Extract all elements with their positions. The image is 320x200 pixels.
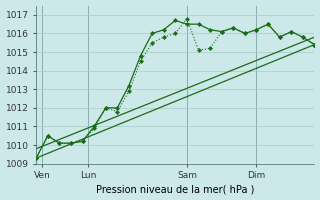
X-axis label: Pression niveau de la mer( hPa ): Pression niveau de la mer( hPa ) (96, 184, 254, 194)
